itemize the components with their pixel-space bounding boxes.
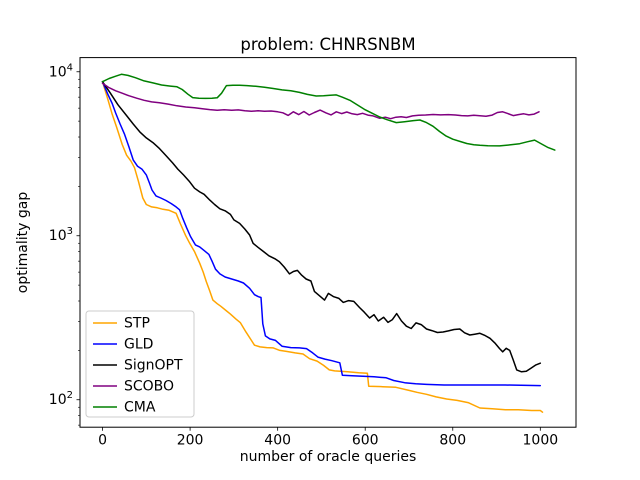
y-tick-label: 103 (49, 226, 73, 244)
x-tick-label: 600 (352, 433, 379, 449)
x-axis-label: number of oracle queries (240, 449, 417, 465)
legend-frame (85, 310, 195, 418)
series-line-signopt (101, 80, 542, 373)
x-tick-label: 800 (439, 433, 466, 449)
series-line-stp (101, 80, 544, 413)
series-line-scobo (101, 82, 540, 120)
x-tick-label: 0 (98, 433, 107, 449)
axes-frame (79, 57, 577, 428)
legend-label-signopt: SignOPT (124, 358, 183, 374)
plot-border (79, 57, 577, 428)
y-tick-label: 104 (49, 62, 73, 80)
legend-label-cma: CMA (124, 400, 156, 416)
y-tick-label: 102 (49, 390, 73, 408)
x-tick-label: 400 (264, 433, 291, 449)
legend-label-stp: STP (124, 316, 150, 332)
series-lines (101, 73, 556, 413)
y-axis-label: optimality gap (15, 192, 31, 294)
x-tick-label: 200 (177, 433, 204, 449)
chart-title: problem: CHNRSNBM (240, 35, 415, 54)
series-line-cma (101, 73, 556, 151)
legend-label-scobo: SCOBO (124, 379, 174, 395)
axis-tick-labels: 0 200 400 600 800 1000 102 103 104 (49, 62, 558, 448)
series-line-gld (101, 80, 542, 387)
axis-ticks (76, 71, 541, 431)
x-tick-label: 1000 (523, 433, 559, 449)
legend-label-gld: GLD (124, 337, 153, 353)
legend: STP GLD SignOPT SCOBO CMA (85, 310, 195, 418)
